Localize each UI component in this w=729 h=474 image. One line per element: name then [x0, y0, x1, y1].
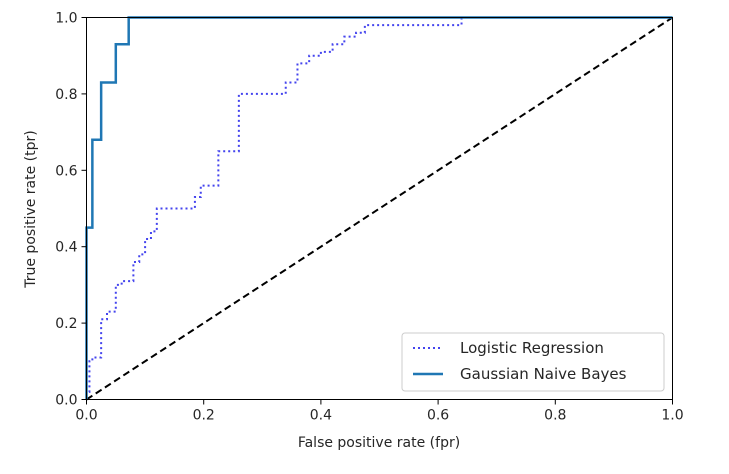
series-line-logistic-regression [85, 16, 673, 400]
legend-label-logistic-regression: Logistic Regression [460, 339, 604, 357]
x-axis-ticks: 0.0 0.2 0.4 0.6 0.8 1.0 [75, 399, 684, 424]
plot-area [85, 16, 674, 401]
y-tick-label: 1.0 [55, 11, 77, 27]
y-axis-label: True positive rate (tpr) [23, 130, 39, 289]
legend: Logistic Regression Gaussian Naive Bayes [401, 332, 665, 392]
y-tick-label: 0.4 [55, 240, 77, 256]
x-tick-label: 0.2 [193, 408, 215, 424]
axes-frame [86, 17, 673, 400]
legend-label-gaussian-naive-bayes: Gaussian Naive Bayes [460, 365, 627, 383]
diagonal-reference-line [85, 16, 674, 401]
x-tick-label: 1.0 [661, 408, 683, 424]
x-tick-label: 0.4 [310, 408, 332, 424]
x-tick-label: 0.6 [427, 408, 449, 424]
series-line-gaussian-naive-bayes [85, 16, 673, 400]
x-axis-label: False positive rate (fpr) [298, 435, 460, 451]
series-layer [85, 16, 674, 401]
y-tick-label: 0.0 [55, 393, 77, 409]
y-axis-ticks: 0.0 0.2 0.4 0.6 0.8 1.0 [55, 11, 87, 409]
y-tick-label: 0.8 [55, 87, 77, 103]
x-tick-label: 0.8 [544, 408, 566, 424]
y-tick-label: 0.2 [55, 316, 77, 332]
x-tick-label: 0.0 [75, 408, 97, 424]
y-tick-label: 0.6 [55, 163, 77, 179]
legend-box [401, 332, 665, 392]
